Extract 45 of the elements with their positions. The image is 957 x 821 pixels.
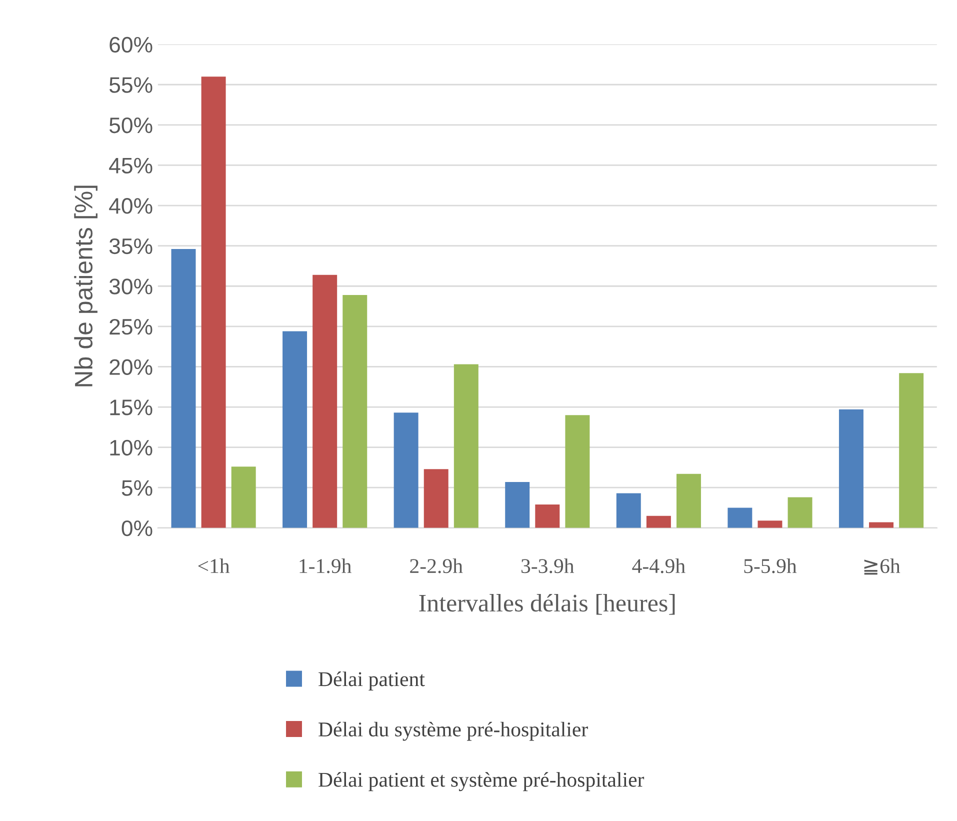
- y-tick-label: 45%: [109, 158, 152, 174]
- x-tick-label: ≧6h: [864, 558, 900, 575]
- x-tick-label: 3-3.9h: [521, 558, 574, 574]
- y-tick-label: 0%: [122, 520, 152, 536]
- bar: [565, 415, 590, 528]
- bar: [342, 294, 368, 528]
- bar: [646, 516, 671, 528]
- x-tick-label: 2-2.9h: [410, 558, 463, 574]
- bar: [838, 409, 864, 528]
- y-tick-label: 35%: [109, 238, 152, 254]
- x-tick-label: 5-5.9h: [744, 558, 797, 574]
- x-tick-label: 1-1.9h: [300, 558, 352, 574]
- y-tick-label: 30%: [109, 278, 152, 294]
- bar: [758, 520, 782, 528]
- bar: [201, 76, 226, 528]
- bar: [171, 249, 196, 528]
- y-tick-label: 50%: [109, 117, 152, 134]
- y-tick-label: 15%: [110, 400, 152, 416]
- y-tick-label: 55%: [109, 77, 152, 93]
- bar: [535, 504, 560, 528]
- bar: [616, 493, 641, 528]
- bar: [394, 412, 418, 528]
- x-tick-label: <1h: [198, 558, 230, 573]
- bar: [282, 331, 308, 528]
- bar: [424, 469, 448, 528]
- bar: [312, 274, 338, 528]
- bar: [454, 364, 478, 528]
- y-tick-label: 40%: [109, 198, 152, 214]
- bar: [505, 482, 530, 528]
- y-tick-label: 10%: [110, 440, 152, 456]
- y-axis-title: Nb de patients [%]: [74, 186, 98, 386]
- legend-label: Délai patient et système pré-hospitalier: [318, 772, 644, 792]
- y-tick-label: 60%: [110, 36, 152, 53]
- bar: [231, 466, 256, 528]
- x-axis-title: Intervalles délais [heures]: [419, 594, 675, 615]
- y-tick-label: 20%: [110, 359, 152, 375]
- legend-label: Délai patient: [318, 672, 425, 690]
- legend-label: Délai du système pré-hospitalier: [318, 722, 588, 741]
- y-tick-label: 25%: [110, 318, 152, 335]
- x-tick-label: 4-4.9h: [632, 558, 686, 574]
- bar: [899, 373, 924, 528]
- bar: [728, 508, 752, 528]
- bar: [788, 497, 812, 528]
- y-tick-label: 5%: [122, 480, 152, 496]
- bar: [676, 474, 701, 528]
